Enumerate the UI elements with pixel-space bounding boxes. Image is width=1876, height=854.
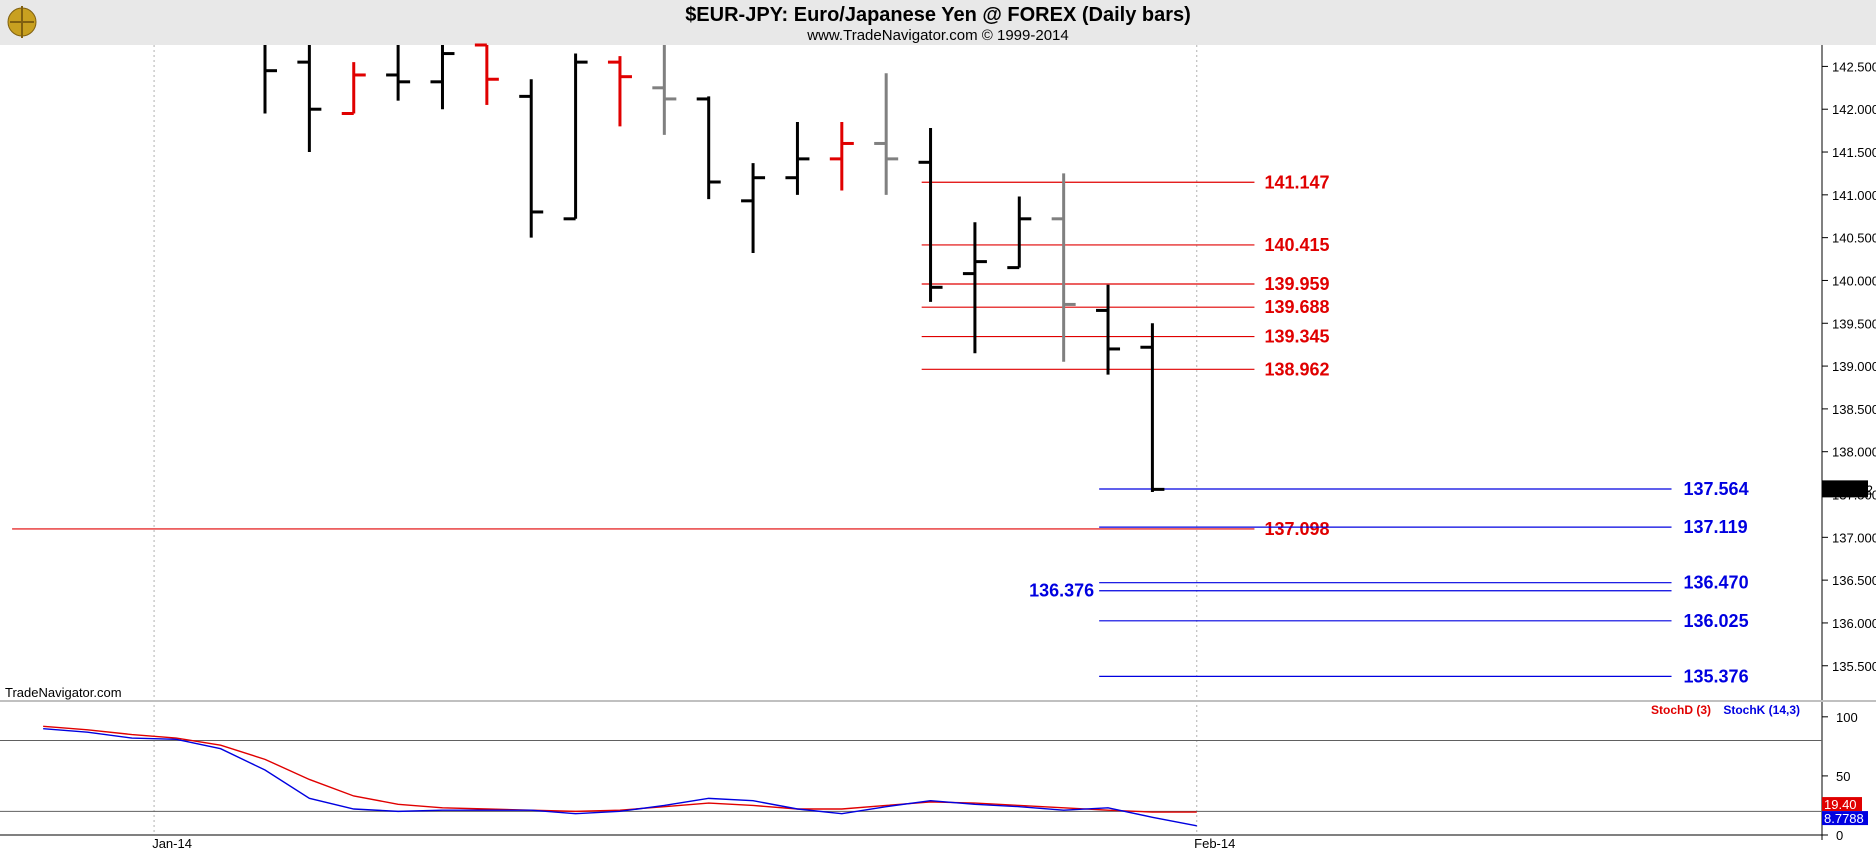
stochastic-guides bbox=[0, 739, 1822, 812]
y-tick-label: 139.500 bbox=[1832, 316, 1876, 331]
stoch-tick-label: 0 bbox=[1836, 828, 1843, 843]
y-tick-label: 135.500 bbox=[1832, 659, 1876, 674]
app-logo[interactable] bbox=[7, 6, 37, 38]
level-label: 139.345 bbox=[1264, 327, 1329, 347]
level-label: 136.470 bbox=[1684, 573, 1749, 593]
y-tick-label: 141.500 bbox=[1832, 145, 1876, 160]
stochk-value: 8.7788 bbox=[1824, 811, 1864, 826]
legend-stochk: StochK (14,3) bbox=[1723, 703, 1800, 717]
price-bars bbox=[263, 43, 1165, 492]
price-plot-area bbox=[0, 45, 1822, 700]
ohlc-bar bbox=[652, 45, 677, 135]
watermark: TradeNavigator.com bbox=[5, 685, 122, 700]
x-tick-label: Feb-14 bbox=[1194, 836, 1235, 851]
stochk-value-box bbox=[1822, 811, 1868, 826]
ohlc-bar bbox=[263, 45, 277, 114]
stochastic-lines bbox=[43, 725, 1197, 827]
stoch-tick-label: 100 bbox=[1836, 710, 1858, 725]
level-label: 137.564 bbox=[1684, 479, 1749, 499]
ohlc-bar bbox=[474, 43, 499, 105]
ohlc-bar bbox=[386, 45, 411, 101]
chart-title: $EUR-JPY: Euro/Japanese Yen @ FOREX (Dai… bbox=[685, 4, 1191, 26]
ohlc-bar bbox=[1007, 196, 1032, 270]
y-tick-label: 140.500 bbox=[1832, 231, 1876, 246]
x-axis-ticks: Jan-14 Feb-14 bbox=[152, 836, 1235, 851]
y-tick-label: 140.000 bbox=[1832, 273, 1876, 288]
header-band bbox=[0, 0, 1876, 45]
x-tick-label: Jan-14 bbox=[152, 836, 192, 851]
ohlc-bar bbox=[341, 62, 366, 115]
ohlc-bar bbox=[874, 73, 899, 195]
last-price-label: 137.562 bbox=[1822, 480, 1873, 498]
ohlc-bar bbox=[785, 122, 810, 195]
ohlc-bar bbox=[1051, 173, 1076, 362]
stochd-value: 19.40 bbox=[1824, 797, 1857, 812]
y-tick-label: 138.500 bbox=[1832, 402, 1876, 417]
last-price-box bbox=[1822, 480, 1868, 498]
y-tick-label: 142.500 bbox=[1832, 59, 1876, 74]
y-tick-label: 137.000 bbox=[1832, 530, 1876, 545]
stochastic-panel: 100 50 0 StochD (3) StochK (14,3) 19.408.77… bbox=[0, 703, 1868, 843]
ohlc-bar bbox=[297, 45, 322, 153]
ohlc-bar bbox=[563, 53, 588, 221]
level-label: 139.959 bbox=[1264, 274, 1329, 294]
level-label: 138.962 bbox=[1264, 359, 1329, 379]
y-tick-label: 136.000 bbox=[1832, 616, 1876, 631]
price-panel: 141.147 140.415 139.959 139.688 139.345 138.9… bbox=[0, 43, 1876, 840]
last-price-text: 137.562 bbox=[1826, 482, 1873, 497]
ohlc-bar bbox=[829, 122, 854, 191]
vertical-gridlines bbox=[153, 45, 1198, 835]
ohlc-bar bbox=[1096, 284, 1121, 375]
stochastic-axis-ticks: 100 50 0 bbox=[1822, 710, 1858, 843]
level-label: 136.025 bbox=[1684, 611, 1749, 631]
ohlc-bar bbox=[741, 163, 766, 254]
y-tick-label: 141.000 bbox=[1832, 188, 1876, 203]
stochastic-value-labels: 19.408.7788 bbox=[1822, 797, 1868, 826]
chart-subtitle: www.TradeNavigator.com © 1999-2014 bbox=[806, 27, 1068, 44]
ohlc-bar bbox=[1140, 323, 1165, 492]
ohlc-bar bbox=[519, 79, 544, 238]
y-tick-label: 139.000 bbox=[1832, 359, 1876, 374]
stoch-tick-label: 50 bbox=[1836, 769, 1850, 784]
ohlc-bar bbox=[696, 96, 721, 200]
ohlc-bar bbox=[962, 222, 987, 354]
y-tick-label: 142.000 bbox=[1832, 102, 1876, 117]
ohlc-bar bbox=[430, 45, 455, 110]
level-label: 140.415 bbox=[1264, 235, 1329, 255]
stochk-line bbox=[43, 727, 1197, 827]
y-tick-label: 138.000 bbox=[1832, 445, 1876, 460]
price-axis-ticks: 142.500 142.000 141.500 141.000 140.500 140.0… bbox=[1822, 59, 1876, 674]
legend-stochd: StochD (3) bbox=[1651, 703, 1711, 717]
stochastic-legend: StochD (3) StochK (14,3) bbox=[1651, 703, 1800, 717]
ohlc-bar bbox=[607, 56, 632, 127]
stochd-value-box bbox=[1822, 797, 1862, 812]
price-levels: 141.147 140.415 139.959 139.688 139.345 138.9… bbox=[12, 172, 1749, 686]
level-label: 139.688 bbox=[1264, 297, 1329, 317]
stochd-line bbox=[43, 725, 1197, 813]
level-label: 136.376 bbox=[1029, 581, 1094, 601]
ohlc-bar bbox=[918, 128, 943, 302]
level-label: 141.147 bbox=[1264, 172, 1329, 192]
level-label: 135.376 bbox=[1684, 666, 1749, 686]
level-label: 137.119 bbox=[1684, 517, 1748, 537]
level-label: 137.098 bbox=[1264, 519, 1329, 539]
y-tick-label: 136.500 bbox=[1832, 573, 1876, 588]
